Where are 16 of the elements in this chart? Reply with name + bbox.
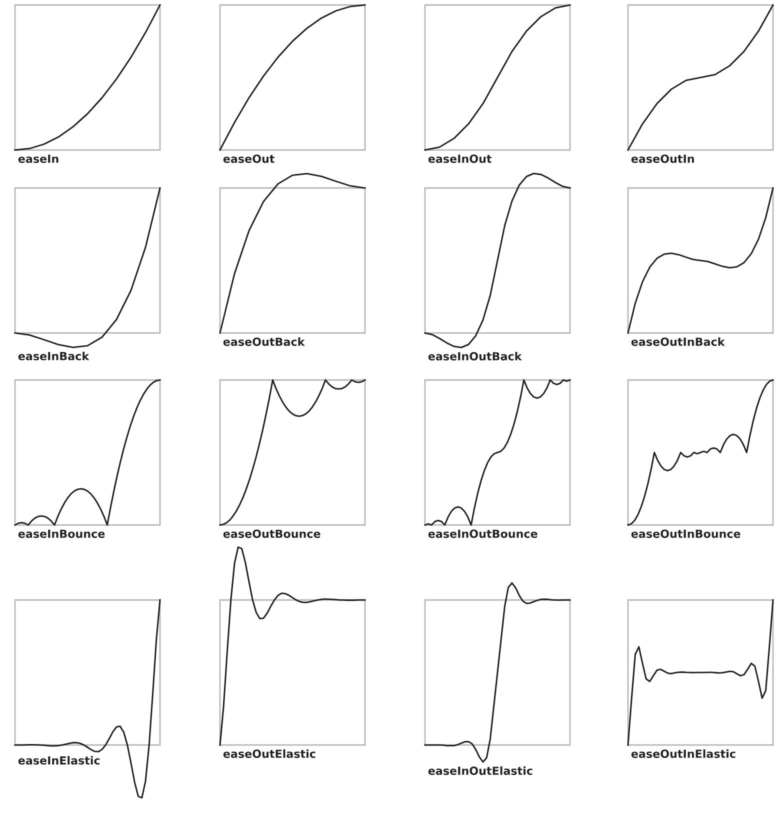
text: easeInOutElastic [428, 766, 532, 775]
text: easeInOutBounce [428, 530, 538, 538]
text: easeInBounce [18, 530, 105, 538]
text: easeInElastic [18, 756, 100, 765]
text: easeOutInElastic [631, 749, 736, 758]
text: easeOutBack [223, 337, 305, 346]
text: easeInOut [428, 154, 492, 163]
text: easeOutInBounce [631, 530, 740, 538]
text: easeOutElastic [223, 749, 316, 758]
text: easeOutInBack [631, 337, 725, 346]
text: easeOutIn [631, 154, 694, 163]
text: easeInBack [18, 352, 90, 360]
text: easeInOutBack [428, 352, 522, 360]
text: easeIn [18, 154, 58, 163]
text: easeOut [223, 154, 274, 163]
text: easeOutBounce [223, 530, 320, 538]
